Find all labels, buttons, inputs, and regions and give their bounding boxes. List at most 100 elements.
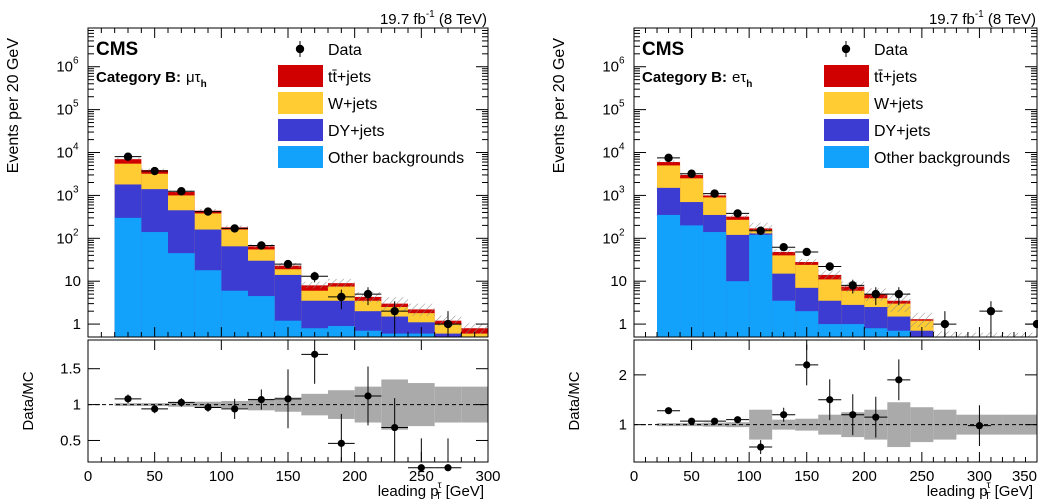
stack-bar-other <box>818 324 842 337</box>
y-tick-label: 10 <box>602 187 619 204</box>
data-point <box>710 189 719 198</box>
x-tick-label: 350 <box>1012 468 1037 485</box>
x-tick-label: 150 <box>794 468 819 485</box>
data-point <box>123 152 133 161</box>
ratio-point <box>444 464 452 472</box>
y-tick-label: 10 <box>602 59 619 76</box>
data-point <box>756 226 765 235</box>
x-tick-label: 250 <box>909 468 934 485</box>
data-point <box>894 289 904 299</box>
y-tick-label-exponent: 4 <box>619 142 625 153</box>
x-tick-label: 250 <box>409 468 434 485</box>
y-tick-label: 10 <box>56 102 73 119</box>
stack-bar-other <box>795 311 819 337</box>
uncertainty-hatch <box>328 278 355 288</box>
category-label: Category B: eτh <box>642 69 752 90</box>
stack-bar-other <box>749 234 773 337</box>
ratio-uncertainty-band <box>795 418 819 431</box>
data-point <box>940 319 950 329</box>
ratio-y-tick-label: 1 <box>73 397 81 414</box>
legend-swatch-other <box>824 146 869 168</box>
x-axis-label-unit: [GeV] <box>995 483 1033 500</box>
y-tick-label: 10 <box>602 230 619 247</box>
ratio-point <box>417 464 425 472</box>
legend-swatch-wjets <box>278 92 323 114</box>
data-point <box>733 209 742 218</box>
stack-bar-other <box>141 232 168 337</box>
ratio-point <box>664 407 673 415</box>
ratio-uncertainty-band <box>657 423 681 427</box>
x-tick-label: 150 <box>275 468 300 485</box>
legend-label-data: Data <box>328 42 362 59</box>
legend-data-marker <box>841 44 851 54</box>
legend-swatch-ttbar <box>824 65 869 87</box>
data-point <box>779 243 788 252</box>
data-point <box>687 169 696 178</box>
legend-data-marker <box>295 44 305 54</box>
category-channel-sub: h <box>201 79 207 90</box>
ratio-uncertainty-band <box>979 414 1003 435</box>
ratio-point <box>780 411 788 419</box>
legend-label-other: Other backgrounds <box>874 150 1010 167</box>
data-point <box>337 292 346 302</box>
x-tick-label: 300 <box>475 468 500 485</box>
lumi-value: 19.7 fb <box>380 11 426 28</box>
ratio-point <box>895 376 903 384</box>
ratio-point <box>687 417 696 425</box>
uncertainty-hatch <box>910 312 934 328</box>
lumi-label: 19.7 fb-1 (8 TeV) <box>929 9 1036 28</box>
y-tick-label: 10 <box>56 230 73 247</box>
ratio-uncertainty-band <box>887 402 911 448</box>
legend-label-other: Other backgrounds <box>328 150 464 167</box>
x-axis-label-sub: T <box>436 491 442 502</box>
lumi-energy: (8 TeV) <box>984 11 1036 28</box>
x-tick-label: 100 <box>209 468 234 485</box>
category-label: Category B: μτh <box>96 69 207 90</box>
data-point <box>802 247 811 257</box>
uncertainty-hatch <box>1025 332 1037 337</box>
y-tick-label-exponent: 2 <box>619 227 625 238</box>
ratio-point <box>391 423 399 432</box>
stack-bar-other <box>168 253 195 337</box>
x-tick-label: 0 <box>630 468 638 485</box>
ratio-point <box>872 413 880 421</box>
ratio-y-tick-label: 0.5 <box>60 432 81 449</box>
x-tick-label: 50 <box>146 468 163 485</box>
ratio-plot-frame <box>633 339 1038 463</box>
stack-bar-other <box>328 326 355 337</box>
ratio-uncertainty-band <box>818 414 842 435</box>
ratio-point <box>803 361 811 369</box>
legend: Data tt̄+jets W+jets DY+jets Other backgroun… <box>824 41 1010 168</box>
stack-bar-other <box>657 214 681 337</box>
x-tick-label: 200 <box>342 468 367 485</box>
y-axis-label: Events per 20 GeV <box>5 38 22 174</box>
ratio-y-tick-label: 1.5 <box>60 361 81 378</box>
y-tick-label: 10 <box>56 59 73 76</box>
data-point <box>871 289 880 299</box>
y-tick-label-exponent: 5 <box>73 99 79 110</box>
category-channel-sub: h <box>746 79 752 90</box>
y-tick-label-exponent: 6 <box>73 56 79 67</box>
ratio-point <box>364 392 372 400</box>
legend-swatch-ttbar <box>278 65 323 87</box>
y-tick-label: 10 <box>610 273 627 290</box>
x-tick-label: 50 <box>683 468 700 485</box>
y-tick-label: 1 <box>73 316 81 333</box>
ratio-point <box>826 396 834 404</box>
legend-label-dy: DY+jets <box>874 123 930 140</box>
lumi-exponent: -1 <box>426 9 435 20</box>
ratio-point <box>177 398 185 407</box>
data-point <box>363 289 373 299</box>
y-tick-label: 10 <box>602 145 619 162</box>
x-axis-label: leading pτ T [GeV] <box>378 480 484 502</box>
ratio-uncertainty-band <box>114 403 142 407</box>
x-tick-label: 200 <box>852 468 877 485</box>
x-axis-label-sub: T <box>985 491 991 502</box>
data-point <box>283 259 293 269</box>
legend-swatch-dy <box>824 119 869 141</box>
stack-bar-other <box>114 217 142 337</box>
x-axis-label-prefix: leading p <box>378 483 439 500</box>
data-point <box>986 306 996 316</box>
ratio-point <box>151 405 159 413</box>
